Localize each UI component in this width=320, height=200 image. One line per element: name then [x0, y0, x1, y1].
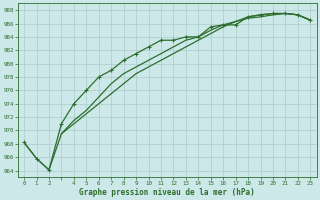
X-axis label: Graphe pression niveau de la mer (hPa): Graphe pression niveau de la mer (hPa) — [79, 188, 255, 197]
